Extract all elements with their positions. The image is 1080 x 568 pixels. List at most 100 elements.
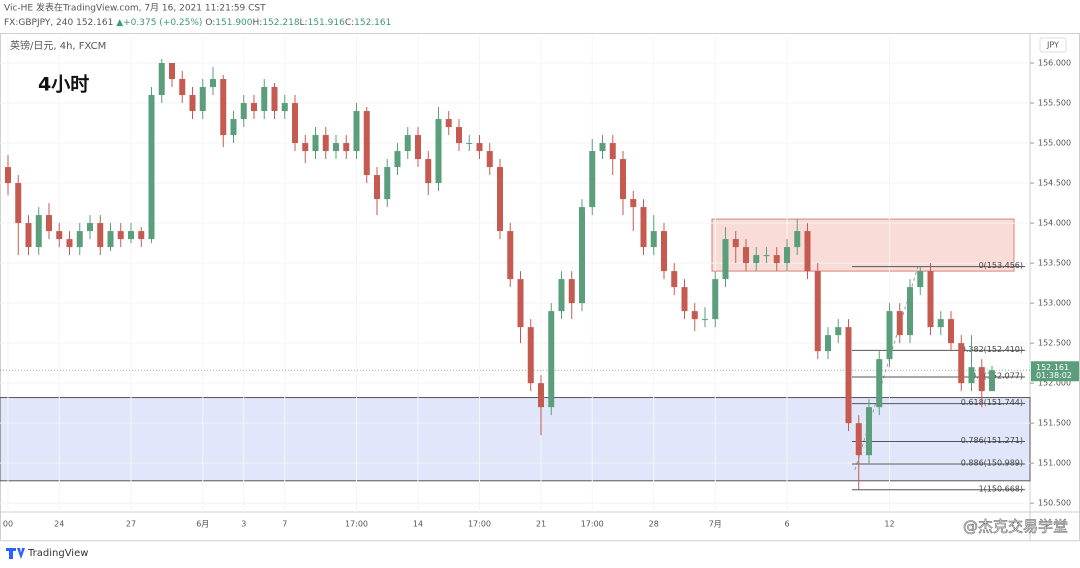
- candle-body: [251, 103, 257, 112]
- candle-body: [476, 143, 483, 152]
- author-line: Vic-HE 发表在TradingView.com, 7月 16, 2021 1…: [4, 2, 266, 14]
- ohlc-value: 151.900: [215, 18, 252, 28]
- currency: JPY: [1046, 41, 1059, 50]
- y-tick-label: 155.000: [1038, 139, 1071, 148]
- candle-body: [271, 87, 278, 112]
- x-tick-label: 17:00: [468, 520, 491, 529]
- candle-body: [825, 335, 831, 352]
- fib-label: 0.786(151.271): [961, 436, 1023, 445]
- y-tick-label: 153.000: [1038, 299, 1071, 308]
- fib-label: 0(153.456): [979, 261, 1023, 270]
- symbol: FX:GBPJPY, 240: [4, 18, 74, 28]
- candle-body: [374, 175, 380, 200]
- candle-body: [855, 423, 862, 456]
- fib-label: 0.886(150.989): [961, 459, 1023, 468]
- candle-body: [773, 255, 780, 264]
- y-tick-label: 151.000: [1038, 459, 1071, 468]
- candle-body: [87, 223, 93, 232]
- y-tick-label: 154.000: [1038, 219, 1071, 228]
- x-tick-label: 12: [884, 520, 894, 529]
- candle-body: [743, 247, 749, 264]
- watermark: @杰克交易学堂: [963, 518, 1068, 536]
- candle-body: [261, 87, 268, 112]
- candle-body: [128, 231, 134, 240]
- candle-body: [896, 311, 903, 336]
- candle-body: [404, 135, 411, 152]
- candle-body: [76, 231, 83, 248]
- brand: TradingView: [27, 548, 88, 559]
- y-tick-label: 154.500: [1038, 179, 1071, 188]
- plot: 0(153.456) 0.382(152.410) 0.5(152.077) 0.61…: [0, 35, 1031, 512]
- candle-body: [333, 143, 339, 152]
- x-tick-label: 7: [282, 520, 287, 529]
- candle-body: [814, 271, 821, 352]
- candle-body: [312, 135, 319, 152]
- candle-body: [568, 279, 575, 304]
- candle-body: [876, 359, 883, 408]
- candle-body: [784, 247, 790, 264]
- x-tick-label: 27: [126, 520, 136, 529]
- y-tick-label: 156.000: [1038, 59, 1071, 68]
- x-tick-label: 00: [3, 520, 13, 529]
- x-tick-label: 6月: [196, 520, 209, 529]
- candle-body: [292, 103, 298, 144]
- candle-body: [620, 159, 626, 200]
- candle-body: [732, 239, 739, 248]
- y-tick-label: 155.500: [1038, 99, 1071, 108]
- fib-label: 0.5(152.077): [971, 371, 1023, 380]
- candle-body: [46, 215, 52, 232]
- ohlc-label: L:: [300, 18, 308, 28]
- change: ▲+0.375 (+0.25%): [116, 18, 202, 28]
- candle-body: [66, 239, 73, 248]
- candle-body: [435, 119, 442, 184]
- x-tick-label: 14: [413, 520, 423, 529]
- brand-logo: [6, 548, 25, 559]
- candle-body: [456, 127, 462, 144]
- x-tick-label: 6: [784, 520, 789, 529]
- candle-body: [240, 103, 247, 120]
- ohlc-value: 151.916: [308, 18, 345, 28]
- x-tick-label: 28: [649, 520, 659, 529]
- candle-body: [907, 287, 913, 336]
- candle-body: [702, 319, 708, 321]
- candle-body: [507, 231, 514, 280]
- candle-body: [753, 255, 760, 264]
- candle-body: [169, 63, 175, 80]
- candle-body: [589, 151, 596, 208]
- candle-body: [691, 311, 698, 320]
- candle-body: [179, 79, 186, 96]
- y-tick-label: 153.500: [1038, 259, 1071, 268]
- ohlc-label: O:: [205, 18, 215, 28]
- candle-body: [35, 215, 42, 248]
- candle-body: [794, 231, 801, 248]
- candle-body: [958, 343, 965, 384]
- candle-body: [517, 279, 524, 328]
- candle-body: [15, 183, 22, 224]
- candle-body: [107, 231, 114, 248]
- price: 152.161: [76, 18, 113, 28]
- ohlc-label: H:: [253, 18, 263, 28]
- candle-body: [497, 167, 503, 232]
- candle-body: [640, 207, 647, 248]
- ohlc-value: 152.161: [354, 18, 391, 28]
- candle-body: [415, 135, 421, 160]
- candle-body: [343, 143, 350, 152]
- zone: [711, 218, 1015, 272]
- candle-body: [937, 319, 944, 328]
- y-tick-label: 152.500: [1038, 339, 1071, 348]
- candle-body: [927, 271, 934, 328]
- candle-body: [712, 279, 719, 320]
- candle-body: [394, 151, 401, 168]
- candle-body: [56, 231, 63, 240]
- candle-body: [25, 223, 32, 248]
- candle-body: [158, 63, 165, 96]
- candle-body: [886, 311, 893, 360]
- candle-body: [138, 231, 145, 240]
- candle-body: [661, 231, 667, 272]
- x-tick-label: 3: [241, 520, 246, 529]
- x-tick-label: 21: [536, 520, 546, 529]
- candle-body: [558, 279, 565, 312]
- candle-body: [681, 287, 688, 312]
